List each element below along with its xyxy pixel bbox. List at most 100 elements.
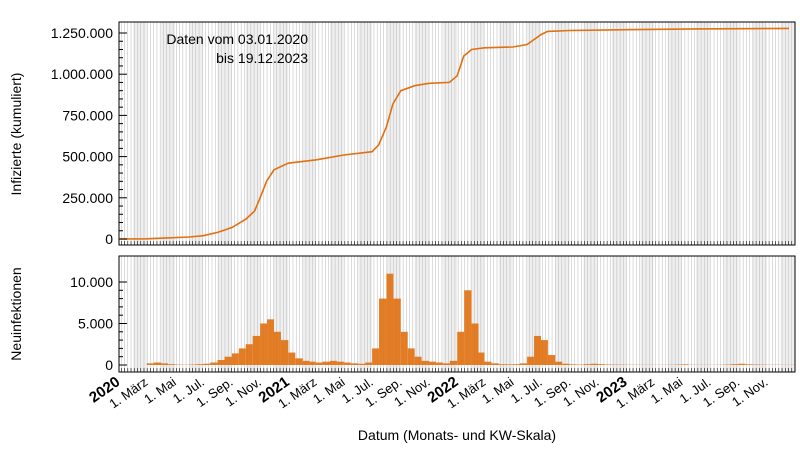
x-month-label: 1. Mai [141, 374, 179, 407]
month-band [667, 22, 682, 245]
bar [365, 362, 373, 365]
bar [295, 358, 303, 365]
bar [238, 348, 246, 365]
y-tick-label: 750.000 [62, 107, 113, 123]
bar [505, 364, 513, 365]
new-infections-bars [146, 273, 795, 365]
bar [527, 356, 535, 365]
bar [245, 344, 253, 365]
bar [583, 364, 591, 365]
month-band [611, 256, 627, 372]
month-band [358, 256, 373, 372]
panel-frame [118, 255, 796, 373]
bar [569, 364, 577, 365]
y-tick-label: 500.000 [62, 149, 113, 165]
bar [442, 363, 450, 365]
bar [435, 362, 443, 365]
month-band [667, 256, 682, 372]
bar [547, 355, 556, 365]
bar [153, 362, 162, 365]
month-band [724, 256, 739, 372]
bar [280, 340, 289, 365]
bar [484, 361, 492, 365]
month-band [189, 256, 204, 372]
bar [590, 363, 598, 365]
month-band [555, 256, 570, 372]
month-band [780, 22, 795, 245]
month-band [527, 22, 541, 245]
bar [217, 360, 225, 365]
x-month-label: 1. Mai [310, 374, 348, 407]
month-band [442, 22, 458, 245]
bar [471, 323, 479, 365]
bar [329, 360, 337, 365]
bar [519, 363, 528, 365]
month-band [414, 22, 430, 245]
bottom-y-axis-label: Neuinfektionen [8, 267, 24, 360]
bar [196, 364, 204, 365]
bar [315, 362, 323, 365]
bar [372, 348, 380, 365]
bar [498, 364, 506, 365]
bar [231, 353, 239, 365]
bar [597, 364, 605, 365]
annotation-line-1: Daten vom 03.01.2020 [166, 31, 308, 47]
y-tick-label: 250.000 [62, 190, 113, 206]
bar [302, 360, 310, 365]
x-month-label: 1. Mai [479, 374, 517, 407]
bar [512, 364, 520, 365]
month-band [640, 22, 654, 245]
month-band [442, 256, 458, 372]
bar [491, 363, 499, 365]
bar [534, 335, 541, 365]
x-axis-label: Datum (Monats- und KW-Skala) [358, 427, 556, 443]
bar [555, 361, 563, 365]
bar [414, 356, 422, 365]
x-month-label: 1. Mai [648, 374, 686, 407]
bar [309, 361, 316, 365]
cumulative-line [119, 27, 790, 240]
bar [203, 363, 211, 365]
month-band [133, 22, 147, 245]
bar [681, 364, 689, 365]
month-band [695, 256, 710, 372]
month-band [189, 22, 204, 245]
month-band [724, 22, 739, 245]
month-band [780, 256, 795, 372]
bar [562, 363, 570, 365]
month-band [611, 22, 627, 245]
bar [267, 319, 275, 365]
annotation-line-2: bis 19.12.2023 [216, 50, 308, 66]
y-tick-label: 1.250.000 [51, 25, 113, 41]
bar [400, 331, 408, 365]
bar [146, 363, 154, 365]
bar [161, 363, 169, 365]
bar [429, 361, 436, 365]
month-band [498, 22, 513, 245]
month-band [640, 256, 654, 372]
top-y-axis-label: Infizierte (kumuliert) [8, 73, 24, 196]
y-tick-label: 0 [105, 357, 113, 373]
bar [260, 323, 268, 365]
month-band [245, 22, 261, 245]
y-tick-label: 5.000 [78, 316, 113, 332]
month-band [329, 256, 344, 372]
bar [336, 361, 344, 365]
month-band [358, 22, 373, 245]
month-band [498, 256, 513, 372]
month-band [161, 22, 175, 245]
bar [168, 364, 175, 365]
bar [478, 352, 485, 365]
month-band [695, 22, 710, 245]
bar [386, 273, 394, 365]
bar [464, 290, 472, 365]
month-band [133, 256, 147, 372]
bar [421, 360, 430, 365]
top-panel-grid [121, 22, 795, 245]
bar [358, 363, 366, 365]
bar [393, 298, 401, 365]
bar [350, 363, 359, 365]
month-band [161, 256, 175, 372]
month-band [555, 22, 570, 245]
